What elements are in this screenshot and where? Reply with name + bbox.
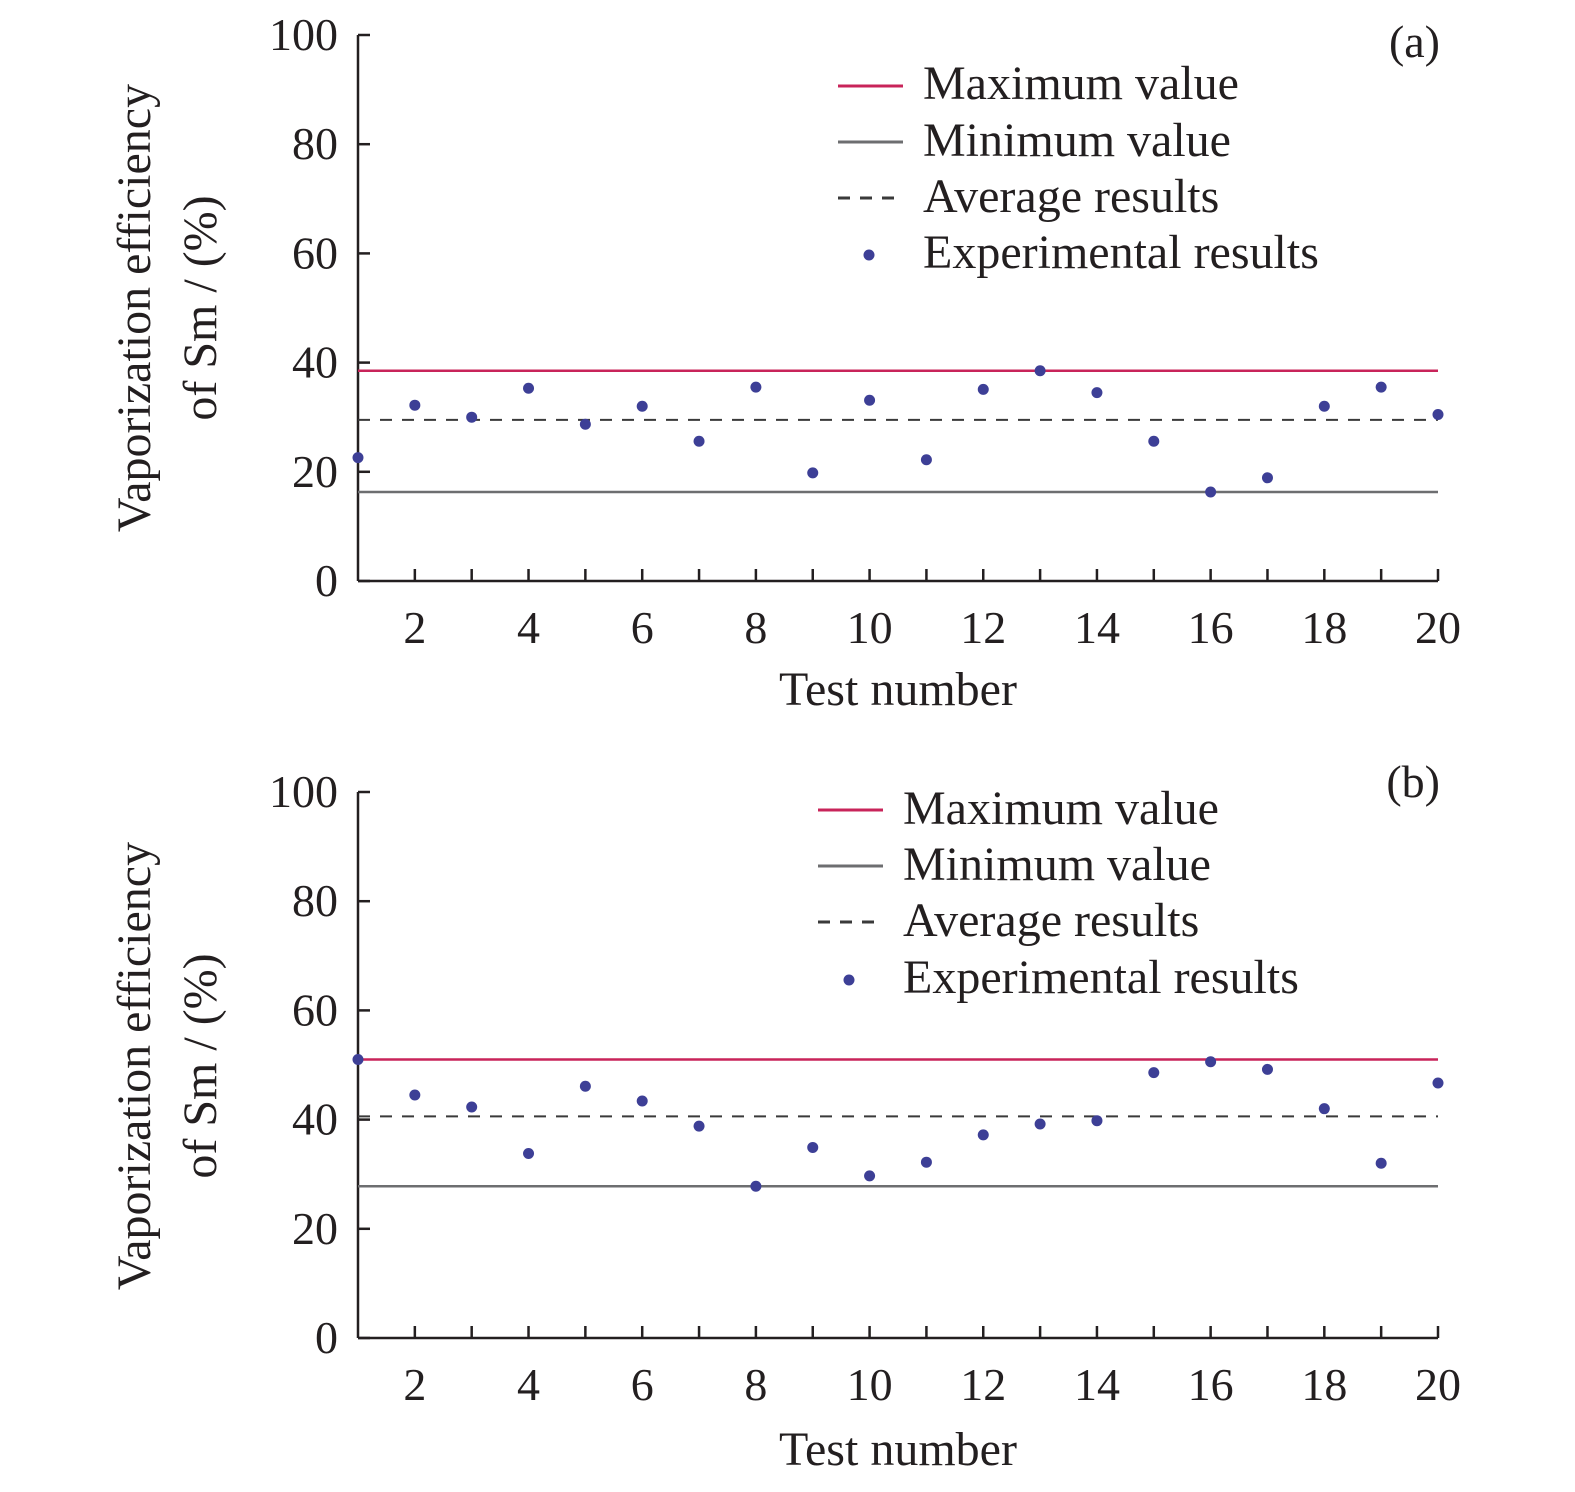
y-tick-label: 100 bbox=[269, 766, 338, 817]
x-tick-label: 2 bbox=[403, 1359, 426, 1410]
y-tick-label: 0 bbox=[315, 555, 338, 606]
x-tick-label: 6 bbox=[631, 1359, 654, 1410]
x-tick-label: 14 bbox=[1074, 602, 1120, 653]
y-axis-title-line2: of Sm / (%) bbox=[174, 953, 227, 1178]
data-point bbox=[636, 1095, 648, 1107]
data-point bbox=[409, 1089, 421, 1101]
panel-b: 0 20 40 60 80 100 2 4 6 8 10 12 14 16 18 20 (b) Test nu… bbox=[108, 756, 1461, 1476]
data-point bbox=[693, 1120, 705, 1132]
x-tick-label: 16 bbox=[1188, 1359, 1234, 1410]
x-tick-label: 8 bbox=[744, 602, 767, 653]
y-tick-label: 40 bbox=[292, 337, 338, 388]
data-point bbox=[920, 454, 932, 466]
y-axis-title-line2: of Sm / (%) bbox=[174, 195, 227, 420]
panel-a: 0 20 40 60 80 100 2 4 6 8 10 12 14 16 18 20 (a) Test nu… bbox=[108, 9, 1461, 716]
y-tick-label: 40 bbox=[292, 1094, 338, 1145]
legend: Maximum value Minimum value Average resu… bbox=[818, 782, 1299, 1004]
x-tick-label: 20 bbox=[1415, 602, 1461, 653]
data-point bbox=[807, 467, 819, 479]
legend: Maximum value Minimum value Average resu… bbox=[838, 57, 1319, 279]
data-point bbox=[750, 381, 762, 393]
x-tick-label: 4 bbox=[517, 602, 540, 653]
data-point bbox=[977, 383, 989, 395]
data-point bbox=[1091, 387, 1103, 399]
x-axis-title: Test number bbox=[779, 663, 1017, 716]
x-tick-label: 14 bbox=[1074, 1359, 1120, 1410]
data-point bbox=[920, 1156, 932, 1168]
y-axis-title-line1: Vaporization efficiency bbox=[108, 84, 161, 532]
data-point bbox=[1205, 1056, 1217, 1068]
legend-avg-label: Average results bbox=[923, 170, 1219, 223]
data-point bbox=[466, 411, 478, 423]
data-point bbox=[523, 382, 535, 394]
y-tick-label: 20 bbox=[292, 1203, 338, 1254]
data-point bbox=[693, 435, 705, 447]
legend-min-label: Minimum value bbox=[923, 114, 1231, 167]
data-point bbox=[1375, 381, 1387, 393]
legend-min-label: Minimum value bbox=[903, 838, 1211, 891]
y-tick-label: 100 bbox=[269, 9, 338, 60]
legend-max-label: Maximum value bbox=[923, 57, 1239, 110]
x-tick-label: 12 bbox=[960, 1359, 1006, 1410]
data-point bbox=[977, 1129, 989, 1141]
data-point bbox=[466, 1101, 478, 1113]
legend-avg-label: Average results bbox=[903, 894, 1199, 947]
data-point bbox=[1148, 1067, 1160, 1079]
data-point bbox=[864, 1170, 876, 1182]
data-point bbox=[1205, 486, 1217, 498]
data-point bbox=[1034, 1118, 1046, 1130]
data-point bbox=[352, 452, 364, 464]
data-point bbox=[1432, 1077, 1444, 1089]
data-point bbox=[579, 418, 591, 430]
x-tick-label: 12 bbox=[960, 602, 1006, 653]
x-tick-label: 16 bbox=[1188, 602, 1234, 653]
x-tick-label: 4 bbox=[517, 1359, 540, 1410]
legend-points-swatch bbox=[863, 249, 875, 261]
x-tick-label: 10 bbox=[847, 1359, 893, 1410]
data-point bbox=[1261, 472, 1273, 484]
data-point bbox=[1091, 1115, 1103, 1127]
data-point bbox=[523, 1147, 535, 1159]
x-axis-title: Test number bbox=[779, 1423, 1017, 1476]
data-point bbox=[864, 394, 876, 406]
data-point bbox=[1432, 408, 1444, 420]
data-point bbox=[636, 400, 648, 412]
y-tick-label: 80 bbox=[292, 118, 338, 169]
y-tick-label: 20 bbox=[292, 446, 338, 497]
data-point bbox=[1261, 1063, 1273, 1075]
data-point bbox=[352, 1054, 364, 1066]
x-tick-label: 8 bbox=[744, 1359, 767, 1410]
data-point bbox=[409, 399, 421, 411]
panel-label: (a) bbox=[1389, 16, 1440, 67]
x-tick-label: 2 bbox=[403, 602, 426, 653]
legend-max-label: Maximum value bbox=[903, 782, 1219, 835]
y-tick-label: 60 bbox=[292, 227, 338, 278]
data-point bbox=[1318, 400, 1330, 412]
data-point bbox=[1318, 1103, 1330, 1115]
data-point bbox=[579, 1080, 591, 1092]
y-axis-title-line1: Vaporization efficiency bbox=[108, 842, 161, 1290]
legend-points-label: Experimental results bbox=[903, 951, 1299, 1004]
data-point bbox=[807, 1141, 819, 1153]
data-point bbox=[1375, 1157, 1387, 1169]
x-tick-label: 10 bbox=[847, 602, 893, 653]
data-point bbox=[1034, 365, 1046, 377]
x-tick-label: 6 bbox=[631, 602, 654, 653]
x-tick-label: 18 bbox=[1301, 602, 1347, 653]
y-tick-label: 80 bbox=[292, 875, 338, 926]
data-point bbox=[750, 1180, 762, 1192]
x-tick-label: 20 bbox=[1415, 1359, 1461, 1410]
data-point bbox=[1148, 435, 1160, 447]
legend-points-swatch bbox=[843, 974, 855, 986]
legend-points-label: Experimental results bbox=[923, 226, 1319, 279]
panel-label: (b) bbox=[1386, 756, 1440, 807]
y-tick-label: 0 bbox=[315, 1312, 338, 1363]
y-tick-label: 60 bbox=[292, 984, 338, 1035]
x-tick-label: 18 bbox=[1301, 1359, 1347, 1410]
